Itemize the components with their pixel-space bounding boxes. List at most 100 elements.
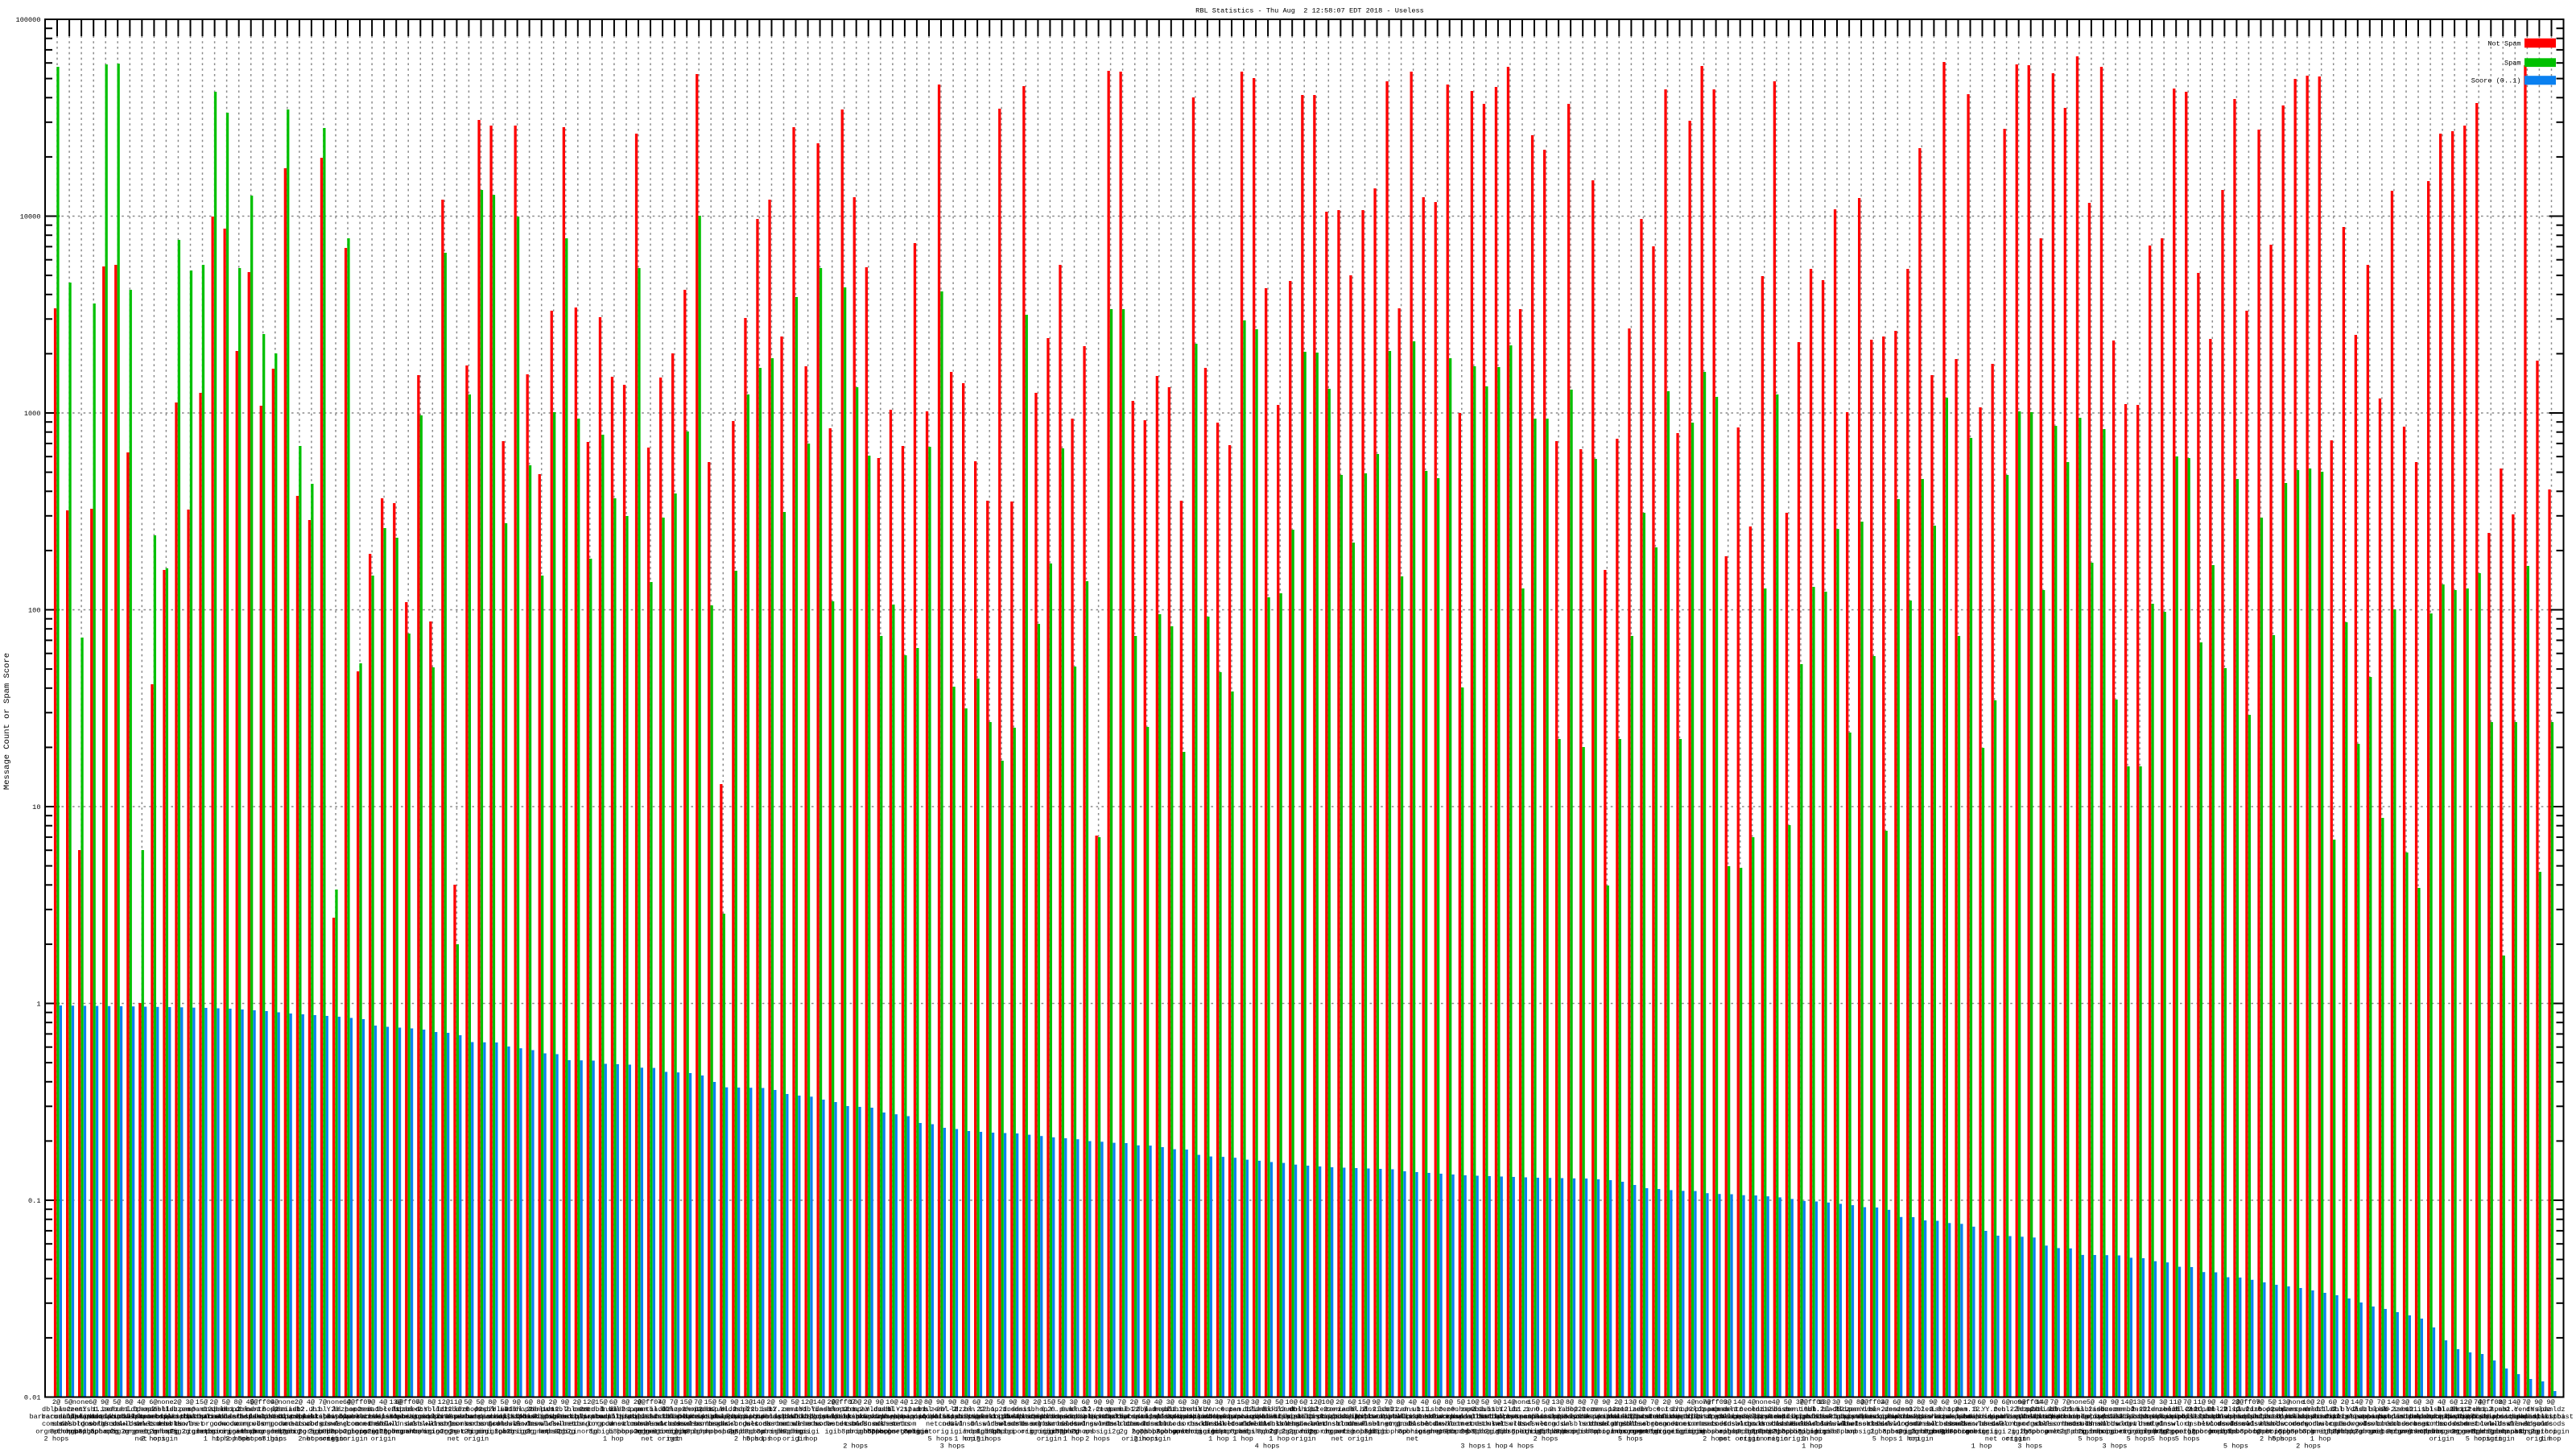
svg-text:0.1: 0.1 [28, 1197, 40, 1205]
svg-text:none: none [2288, 1398, 2305, 1406]
svg-text:2g hops: 2g hops [1132, 1428, 1161, 1436]
svg-text:zen.zen.: zen.zen. [1868, 1406, 1901, 1414]
svg-text:5@: 5@ [1481, 1398, 1489, 1406]
svg-text:ippswliisk: ippswliisk [1380, 1413, 1422, 1421]
svg-text:12@: 12@ [438, 1398, 450, 1406]
svg-text:bl-22.: bl-22. [2127, 1406, 2152, 1414]
svg-text:zenhop2: zenhop2 [1447, 1406, 1476, 1414]
svg-text:wlcods: wlcods [746, 1420, 771, 1428]
svg-text:Score (0..1): Score (0..1) [2471, 76, 2521, 85]
svg-text:zen.1.: zen.1. [359, 1406, 384, 1414]
svg-text:3@: 3@ [1069, 1398, 1077, 1406]
svg-text:7@: 7@ [694, 1398, 702, 1406]
svg-text:origorgnet: origorgnet [1186, 1428, 1228, 1436]
svg-text:hoporgnet: hoporgnet [1612, 1428, 1649, 1436]
svg-text:dnswldnsbl: dnswldnsbl [411, 1420, 453, 1428]
svg-text:4@: 4@ [2099, 1398, 2107, 1406]
svg-text:spamiadb: spamiadb [2025, 1406, 2058, 1414]
svg-text:spam12.: spam12. [187, 1406, 216, 1414]
svg-text:9@: 9@ [2111, 1398, 2119, 1406]
svg-text:7@: 7@ [670, 1398, 678, 1406]
svg-text:sorbsspamhaus: sorbsspamhaus [2330, 1413, 2384, 1421]
svg-text:origorgnet: origorgnet [508, 1428, 550, 1436]
svg-text:8@: 8@ [1856, 1398, 1864, 1406]
svg-text:net: net [1406, 1435, 1418, 1443]
svg-text:ipsbkeukipbw: ipsbkeukipbw [1036, 1413, 1087, 1421]
svg-text:dnswldnsbl: dnswldnsbl [1125, 1420, 1167, 1428]
svg-text:0.bl.2: 0.bl.2 [1061, 1406, 1086, 1414]
svg-text:pamcent: pamcent [345, 1406, 374, 1414]
svg-text:12.cent: 12.cent [1084, 1406, 1113, 1414]
svg-text:b8pbop8pb: b8pbop8pb [1733, 1428, 1770, 1436]
svg-text:hop2spam: hop2spam [1686, 1406, 1719, 1414]
svg-text:2@: 2@ [2341, 1398, 2349, 1406]
svg-text:anbshop: anbshop [236, 1428, 265, 1436]
svg-text:net: net [667, 1435, 679, 1443]
svg-text:zen.2.: zen.2. [1993, 1406, 2018, 1414]
svg-text:comnet: comnet [2405, 1420, 2430, 1428]
svg-text:codscods: codscods [851, 1420, 884, 1428]
svg-text:5@ff04: 5@ff04 [250, 1398, 275, 1406]
svg-text:8pb8pb: 8pb8pb [976, 1428, 1001, 1436]
svg-text:9@: 9@ [936, 1398, 944, 1406]
svg-text:sdosorbspam: sdosorbspam [869, 1413, 915, 1421]
svg-text:RBL Statistics - Thu Aug 2 12: RBL Statistics - Thu Aug 2 12:58:07 EDT … [1195, 7, 1424, 15]
svg-text:dnsblsorbs: dnsblsorbs [157, 1420, 199, 1428]
svg-text:listdnsbluce: listdnsbluce [2248, 1413, 2297, 1421]
svg-text:1.dbl: 1.dbl [2322, 1406, 2343, 1414]
svg-text:9@ff07: 9@ff07 [831, 1398, 856, 1406]
svg-text:dswlnet: dswlnet [2124, 1420, 2153, 1428]
svg-text:8pborgnet: 8pborgnet [2423, 1428, 2460, 1436]
svg-text:orgsorbs: orgsorbs [2413, 1420, 2446, 1428]
svg-text:orgsorbs: orgsorbs [440, 1420, 473, 1428]
svg-text:distiplist: distiplist [617, 1413, 658, 1421]
svg-text:13@: 13@ [741, 1398, 753, 1406]
svg-text:9@: 9@ [512, 1398, 520, 1406]
svg-text:netcods: netcods [2197, 1420, 2226, 1428]
svg-text:12.zen: 12.zen [1303, 1406, 1328, 1414]
svg-text:sdosorbspam: sdosorbspam [130, 1413, 176, 1421]
svg-text:codsdnsbl: codsdnsbl [2241, 1420, 2278, 1428]
svg-text:origin8pb: origin8pb [1914, 1428, 1951, 1436]
svg-text:5@: 5@ [500, 1398, 508, 1406]
svg-text:sdosorbspam: sdosorbspam [1184, 1413, 1230, 1421]
svg-text:anbsorigin: anbsorigin [1719, 1428, 1761, 1436]
svg-text:ipsbkeukipbw: ipsbkeukipbw [819, 1413, 869, 1421]
svg-text:2@: 2@ [1880, 1398, 1889, 1406]
svg-text:net origin: net origin [1719, 1435, 1761, 1443]
svg-text:9@: 9@ [1724, 1398, 1732, 1406]
svg-text:none: none [1513, 1398, 1530, 1406]
svg-text:hdiskipbist: hdiskipbist [2237, 1413, 2283, 1421]
svg-text:14@: 14@ [753, 1398, 765, 1406]
svg-text:5 hops: 5 hops [2078, 1435, 2103, 1443]
svg-text:wlsorbs: wlsorbs [429, 1420, 458, 1428]
svg-text:7@: 7@ [367, 1398, 375, 1406]
svg-text:3@: 3@ [1215, 1398, 1223, 1406]
svg-text:5@: 5@ [2147, 1398, 2155, 1406]
svg-text:ldz12.: ldz12. [431, 1406, 456, 1414]
svg-text:sorbsspamhaus: sorbsspamhaus [2366, 1413, 2420, 1421]
svg-text:10@: 10@ [2302, 1398, 2314, 1406]
svg-text:ippswliisk: ippswliisk [1707, 1413, 1748, 1421]
svg-text:dswldnswl: dswldnswl [1188, 1420, 1225, 1428]
svg-text:ippswliisk: ippswliisk [1791, 1413, 1833, 1421]
svg-text:10: 10 [32, 803, 40, 811]
svg-text:6@: 6@ [2413, 1398, 2421, 1406]
svg-text:2 hops: 2 hops [1534, 1435, 1558, 1443]
svg-text:anbsorig: anbsorig [1299, 1428, 1332, 1436]
svg-text:7@: 7@ [2474, 1398, 2482, 1406]
svg-text:2 hops: 2 hops [1133, 1435, 1158, 1443]
svg-text:5@: 5@ [221, 1398, 229, 1406]
svg-text:zen.dnsbl: zen.dnsbl [583, 1406, 620, 1414]
svg-text:origin8pb: origin8pb [1030, 1428, 1067, 1436]
svg-text:7@: 7@ [319, 1398, 327, 1406]
svg-text:dnsbl1.: dnsbl1. [1713, 1406, 1742, 1414]
svg-text:ub1.zen: ub1.zen [2451, 1406, 2480, 1414]
svg-text:b8pbophops: b8pbophops [326, 1428, 368, 1436]
svg-text:sorbsspamhaus: sorbsspamhaus [1967, 1413, 2021, 1421]
svg-text:originorgnet: originorgnet [1896, 1428, 1946, 1436]
svg-text:listdnsbluce: listdnsbluce [1690, 1413, 1740, 1421]
svg-text:comnet: comnet [347, 1420, 372, 1428]
svg-text:centcent: centcent [1723, 1406, 1756, 1414]
svg-text:pbeapoiqipb: pbeapoiqipb [1002, 1413, 1048, 1421]
